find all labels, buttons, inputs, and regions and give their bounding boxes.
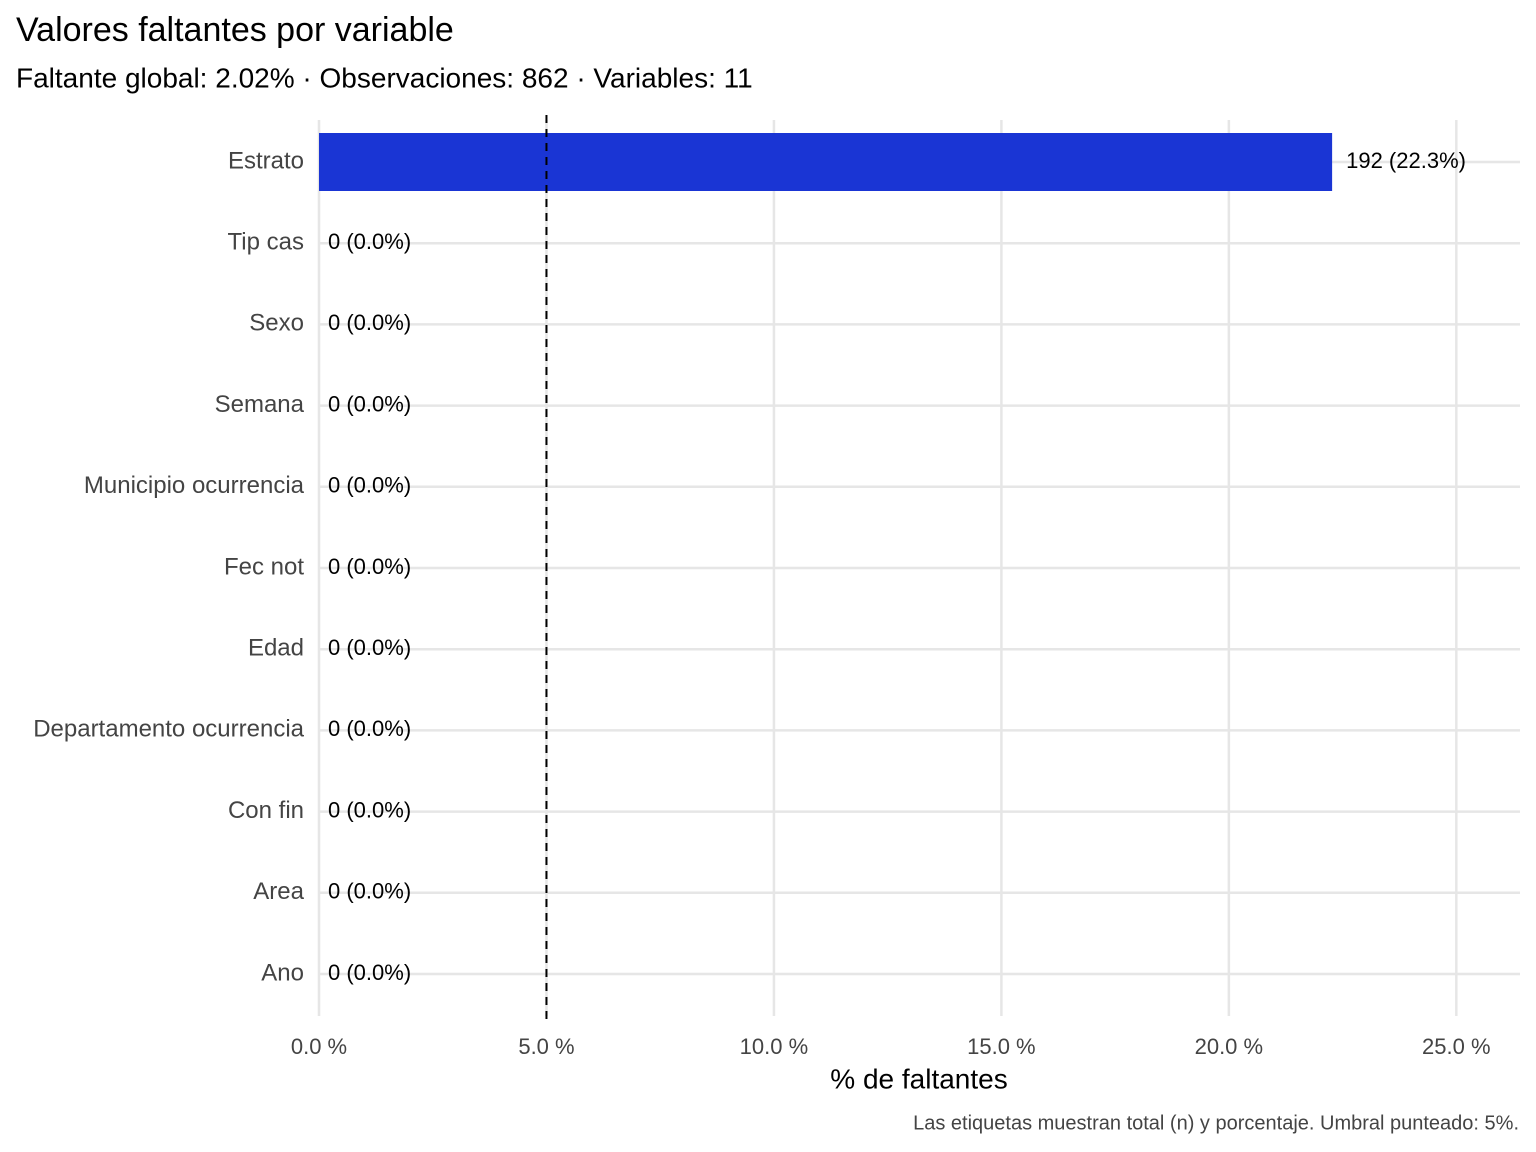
x-tick-label: 25.0 %: [1422, 1034, 1491, 1059]
y-tick-label: Semana: [215, 391, 305, 418]
value-label: 0 (0.0%): [328, 797, 411, 822]
y-tick-label: Estrato: [228, 147, 304, 174]
y-tick-label: Departamento ocurrencia: [33, 716, 304, 743]
x-tick-label: 5.0 %: [518, 1034, 574, 1059]
x-axis-title: % de faltantes: [830, 1063, 1007, 1094]
y-tick-label: Sexo: [249, 310, 304, 337]
y-tick-label: Edad: [248, 635, 304, 662]
value-label: 0 (0.0%): [328, 229, 411, 254]
y-tick-label: Con fin: [228, 797, 304, 824]
chart-subtitle: Faltante global: 2.02% · Observaciones: …: [16, 62, 753, 93]
value-label: 0 (0.0%): [328, 716, 411, 741]
x-tick-label: 10.0 %: [740, 1034, 809, 1059]
value-label: 0 (0.0%): [328, 879, 411, 904]
value-label: 0 (0.0%): [328, 310, 411, 335]
chart-title: Valores faltantes por variable: [16, 11, 454, 49]
y-tick-label: Tip cas: [228, 229, 304, 256]
value-label: 192 (22.3%): [1346, 148, 1466, 173]
x-tick-label: 15.0 %: [967, 1034, 1036, 1059]
value-label: 0 (0.0%): [328, 554, 411, 579]
value-label: 0 (0.0%): [328, 473, 411, 498]
value-label: 0 (0.0%): [328, 635, 411, 660]
y-tick-label: Municipio ocurrencia: [84, 472, 305, 499]
y-tick-label: Fec not: [224, 553, 304, 580]
bar: [319, 133, 1333, 191]
caption: Las etiquetas muestran total (n) y porce…: [913, 1112, 1519, 1134]
value-label: 0 (0.0%): [328, 960, 411, 985]
x-tick-label: 0.0 %: [291, 1034, 347, 1059]
y-tick-label: Area: [253, 878, 304, 905]
value-label: 0 (0.0%): [328, 391, 411, 416]
x-tick-label: 20.0 %: [1195, 1034, 1264, 1059]
y-tick-label: Ano: [261, 959, 304, 986]
